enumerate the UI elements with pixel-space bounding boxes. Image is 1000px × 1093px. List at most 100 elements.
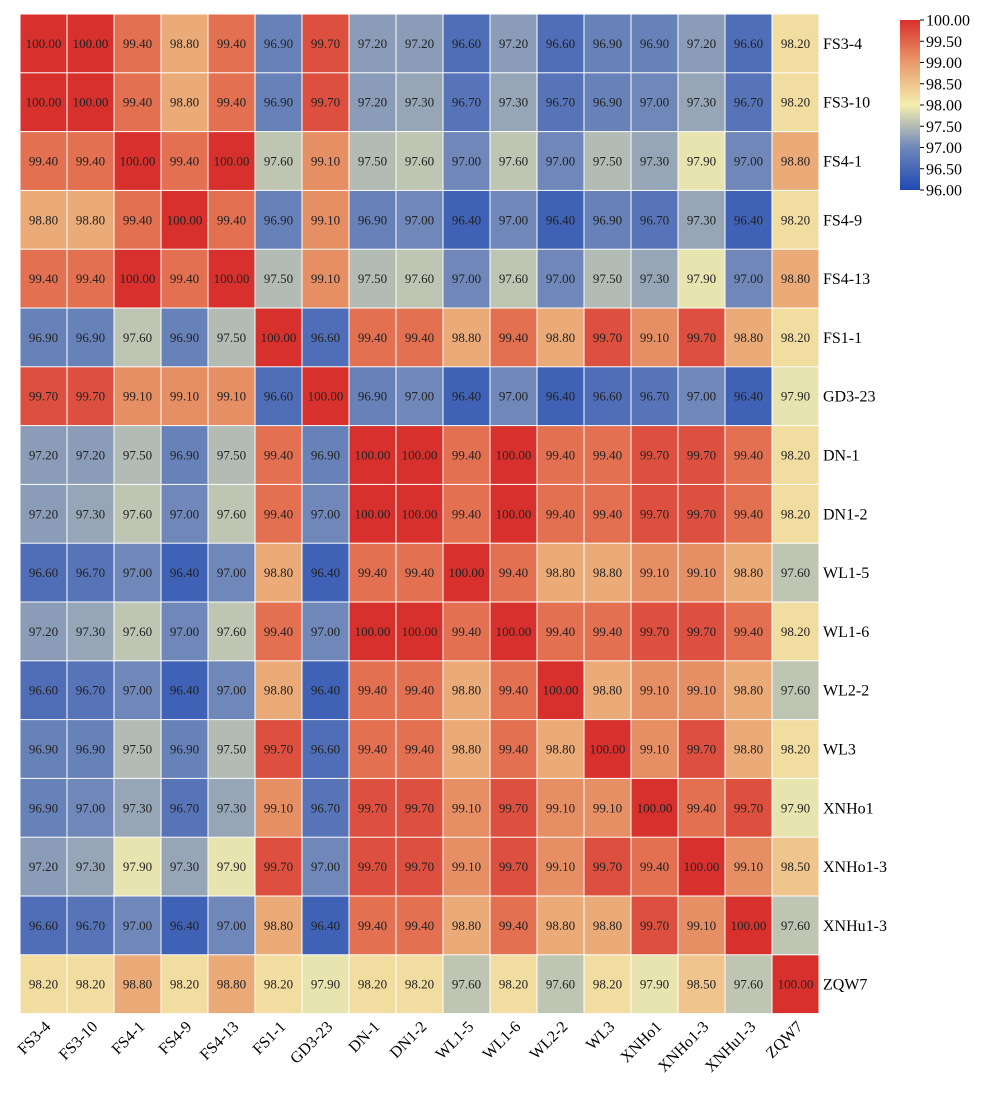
heatmap-cell <box>161 955 208 1014</box>
cell-value-label: 97.90 <box>687 271 716 286</box>
colorbar-tick-label: 99.50 <box>926 34 962 51</box>
heatmap-cell <box>349 484 396 543</box>
cell-value-label: 99.10 <box>311 154 340 169</box>
colorbar: 100.00 99.50 99.00 98.50 98.00 97.50 97.00 96.5… <box>900 13 970 200</box>
cell-value-label: 100.00 <box>355 448 391 463</box>
cell-value-label: 99.10 <box>546 859 575 874</box>
row-label: DN-1 <box>823 448 859 465</box>
heatmap-cell <box>678 14 725 73</box>
cell-value-label: 96.90 <box>593 95 622 110</box>
heatmap-cell <box>772 190 819 249</box>
cell-value-label: 97.60 <box>123 506 152 521</box>
heatmap-cell <box>114 367 161 426</box>
cell-value-label: 99.40 <box>452 624 481 639</box>
cell-value-label: 99.70 <box>358 800 387 815</box>
cell-value-label: 96.70 <box>170 800 199 815</box>
column-label: FS3-10 <box>56 1018 101 1063</box>
cell-value-label: 96.60 <box>593 389 622 404</box>
cell-value-label: 96.40 <box>311 918 340 933</box>
heatmap-cell <box>678 602 725 661</box>
cell-value-label: 97.00 <box>734 271 763 286</box>
heatmap-cell <box>443 249 490 308</box>
heatmap-cell <box>443 543 490 602</box>
cell-value-label: 100.00 <box>214 154 250 169</box>
cell-value-label: 99.10 <box>546 800 575 815</box>
cell-value-label: 100.00 <box>496 448 532 463</box>
cell-value-label: 97.00 <box>640 95 669 110</box>
heatmap-cell <box>443 308 490 367</box>
heatmap-cell <box>537 132 584 190</box>
column-label: WL3 <box>583 1018 618 1053</box>
heatmap-cell <box>20 955 67 1014</box>
heatmap-cell <box>443 14 490 73</box>
heatmap-cell <box>208 837 255 896</box>
cell-value-label: 99.70 <box>405 859 434 874</box>
heatmap-cell <box>67 661 114 720</box>
heatmap-cell <box>349 308 396 367</box>
heatmap-cell <box>678 190 725 249</box>
cell-value-label: 97.00 <box>217 918 246 933</box>
heatmap-cell <box>67 602 114 661</box>
heatmap-cell <box>678 661 725 720</box>
cell-value-label: 97.50 <box>264 271 293 286</box>
heatmap-cell <box>302 190 349 249</box>
heatmap-cell <box>161 426 208 484</box>
heatmap-cell <box>396 955 443 1014</box>
colorbar-tick-label: 100.00 <box>926 13 970 30</box>
heatmap-cell <box>161 896 208 955</box>
heatmap-cell <box>584 73 631 132</box>
heatmap-cell <box>631 249 678 308</box>
heatmap-cell <box>678 778 725 837</box>
row-label: XNHo1-3 <box>823 859 887 876</box>
heatmap-cell <box>678 955 725 1014</box>
heatmap-cell <box>631 896 678 955</box>
cell-value-label: 97.90 <box>640 977 669 992</box>
cell-value-label: 97.50 <box>217 742 246 757</box>
heatmap-cell <box>772 426 819 484</box>
cell-value-label: 96.40 <box>170 565 199 580</box>
cell-value-label: 98.80 <box>170 36 199 51</box>
heatmap-cell <box>208 190 255 249</box>
cell-value-label: 97.20 <box>405 36 434 51</box>
heatmap-cell <box>349 720 396 778</box>
cell-value-label: 97.00 <box>734 154 763 169</box>
heatmap-cell <box>349 190 396 249</box>
cell-value-label: 97.60 <box>264 154 293 169</box>
heatmap-cell <box>114 426 161 484</box>
heatmap-cell <box>349 367 396 426</box>
cell-value-label: 99.70 <box>499 859 528 874</box>
heatmap-cell <box>255 837 302 896</box>
cell-value-label: 98.20 <box>781 448 810 463</box>
cell-value-label: 99.70 <box>264 742 293 757</box>
heatmap-cell <box>20 308 67 367</box>
row-label: FS1-1 <box>823 330 862 347</box>
heatmap-cell <box>725 720 772 778</box>
cell-value-label: 96.90 <box>640 36 669 51</box>
heatmap-cell <box>443 190 490 249</box>
cell-value-label: 96.90 <box>170 448 199 463</box>
heatmap-cell <box>584 602 631 661</box>
cell-value-label: 96.40 <box>546 212 575 227</box>
cell-value-label: 97.90 <box>123 859 152 874</box>
heatmap-cell <box>443 73 490 132</box>
cell-value-label: 97.30 <box>76 624 105 639</box>
heatmap-cell <box>302 837 349 896</box>
heatmap-cell <box>255 661 302 720</box>
heatmap-cell <box>537 426 584 484</box>
cell-value-label: 99.40 <box>405 742 434 757</box>
cell-value-label: 99.40 <box>546 448 575 463</box>
cell-value-label: 97.00 <box>687 389 716 404</box>
cell-value-label: 96.90 <box>264 36 293 51</box>
heatmap-cell <box>443 896 490 955</box>
cell-value-label: 97.00 <box>499 212 528 227</box>
cell-value-label: 99.70 <box>687 330 716 345</box>
heatmap-cell <box>443 720 490 778</box>
heatmap-cell <box>349 778 396 837</box>
heatmap-cell <box>584 14 631 73</box>
cell-value-label: 97.00 <box>499 389 528 404</box>
row-label: FS4-13 <box>823 271 870 288</box>
row-label: FS4-9 <box>823 212 862 229</box>
cell-value-label: 97.60 <box>123 330 152 345</box>
